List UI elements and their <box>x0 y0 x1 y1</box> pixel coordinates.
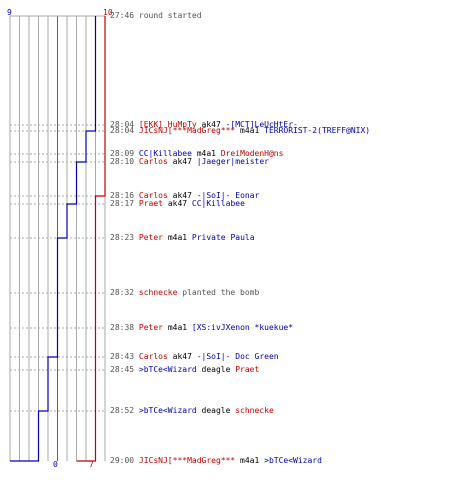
event-time: 28:45 <box>110 365 139 374</box>
event-text: m4a1 <box>235 126 265 135</box>
event-row: 28:45 >bTCe<Wizard deagle Praet <box>110 365 259 375</box>
event-text: ak47 <box>167 157 197 166</box>
event-text: planted the bomb <box>177 288 260 297</box>
event-text: Carlos <box>138 352 168 361</box>
event-text: -|SoI|- Doc Green <box>196 352 279 361</box>
event-text: round started <box>138 11 202 20</box>
event-text: -|SoI|- Eonar <box>196 191 260 200</box>
event-row: 28:52 >bTCe<Wizard deagle schnecke <box>110 406 274 416</box>
event-text: Praet <box>138 199 163 208</box>
event-text: Peter <box>138 323 163 332</box>
event-text: CC|Killabee <box>191 199 245 208</box>
event-text: >bTCe<Wizard <box>138 365 197 374</box>
event-text: m4a1 <box>191 149 221 158</box>
event-time: 28:32 <box>110 288 139 297</box>
event-text: CC|Killabee <box>138 149 192 158</box>
event-text: >bTCe<Wizard <box>138 406 197 415</box>
event-text: Private Paula <box>191 233 255 242</box>
event-time: 27:46 <box>110 11 139 20</box>
event-text: schnecke <box>235 406 274 415</box>
event-row: 28:43 Carlos ak47 -|SoI|- Doc Green <box>110 352 279 362</box>
event-text: deagle <box>196 365 236 374</box>
event-text: [XS:ivJXenon *kuekue* <box>191 323 294 332</box>
event-time: 28:16 <box>110 191 139 200</box>
event-text: JICsNJ[***MadGreg*** <box>138 126 236 135</box>
red-team-line <box>76 16 106 462</box>
event-row: 28:04 JICsNJ[***MadGreg*** m4a1 TERRORIS… <box>110 126 370 136</box>
event-time: 28:09 <box>110 149 139 158</box>
event-time: 29:00 <box>110 456 139 465</box>
event-text: >bTCe<Wizard <box>264 456 322 465</box>
red-end-count: 7 <box>89 460 94 469</box>
blue-start-count: 9 <box>7 8 12 17</box>
event-time: 28:23 <box>110 233 139 242</box>
red-start-count: 10 <box>103 8 113 17</box>
event-text: Peter <box>138 233 163 242</box>
event-text: ak47 <box>167 352 197 361</box>
event-text: ak47 <box>196 120 226 129</box>
event-text: Carlos <box>138 191 168 200</box>
event-text: JICsNJ[***MadGreg*** <box>138 456 236 465</box>
event-text: m4a1 <box>163 323 192 332</box>
event-row: 29:00 JICsNJ[***MadGreg*** m4a1 >bTCe<Wi… <box>110 456 322 466</box>
event-text: m4a1 <box>163 233 192 242</box>
blue-end-count: 0 <box>53 460 58 469</box>
event-row: 28:23 Peter m4a1 Private Paula <box>110 233 255 243</box>
event-text: DreiModenH@ns <box>220 149 284 158</box>
event-time: 28:52 <box>110 406 139 415</box>
event-row: 28:04 [EKK] HuMpTy ak47 -[MCT]LeUcHtEr- <box>110 120 298 130</box>
event-text: |Jaeger|meister <box>196 157 269 166</box>
event-row: 28:38 Peter m4a1 [XS:ivJXenon *kuekue* <box>110 323 293 333</box>
event-text: ak47 <box>167 191 197 200</box>
event-text: ak47 <box>163 199 192 208</box>
event-text: Praet <box>235 365 260 374</box>
event-text: schnecke <box>138 288 178 297</box>
event-time: 28:04 <box>110 120 139 129</box>
event-text: m4a1 <box>235 456 265 465</box>
event-row: 27:46 round started <box>110 11 202 21</box>
blue-team-line <box>10 16 97 462</box>
event-row: 28:09 CC|Killabee m4a1 DreiModenH@ns <box>110 149 283 159</box>
event-row: 28:17 Praet ak47 CC|Killabee <box>110 199 245 209</box>
event-text: [EKK] HuMpTy <box>138 120 197 129</box>
event-time: 28:04 <box>110 126 139 135</box>
event-row: 28:16 Carlos ak47 -|SoI|- Eonar <box>110 191 259 201</box>
event-text: TERRORIST-2(TREFF@NIX) <box>264 126 371 135</box>
event-time: 28:17 <box>110 199 139 208</box>
event-time: 28:43 <box>110 352 139 361</box>
event-time: 28:38 <box>110 323 139 332</box>
event-text: -[MCT]LeUcHtEr- <box>225 120 298 129</box>
event-text: Carlos <box>138 157 168 166</box>
event-row: 28:10 Carlos ak47 |Jaeger|meister <box>110 157 269 167</box>
event-text: deagle <box>196 406 236 415</box>
event-row: 28:32 schnecke planted the bomb <box>110 288 259 298</box>
event-time: 28:10 <box>110 157 139 166</box>
